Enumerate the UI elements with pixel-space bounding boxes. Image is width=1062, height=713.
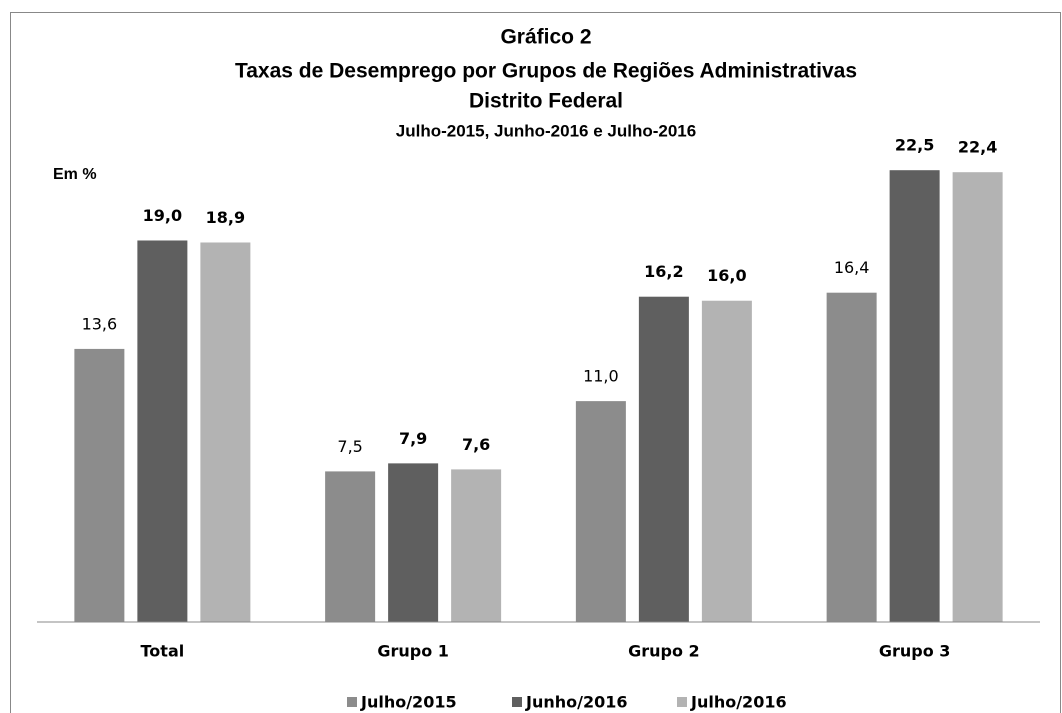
bar (575, 401, 626, 622)
value-label: 16,0 (707, 266, 746, 285)
value-label: 11,0 (583, 367, 619, 386)
value-label: 7,5 (337, 437, 362, 456)
value-label: 22,4 (958, 138, 997, 157)
x-tick-label: Grupo 3 (879, 642, 951, 661)
chart-subtitle: Julho-2015, Junho-2016 e Julho-2016 (396, 121, 696, 140)
bar (638, 296, 689, 622)
legend-swatch (512, 697, 522, 707)
bar (451, 469, 502, 622)
legend-swatch (677, 697, 687, 707)
legend-swatch (347, 697, 357, 707)
legend-label: Julho/2015 (360, 693, 457, 712)
x-tick-label: Total (141, 642, 185, 661)
bar (826, 292, 877, 622)
bar (952, 172, 1003, 622)
value-label: 16,4 (834, 258, 870, 277)
value-label: 7,6 (462, 435, 490, 454)
value-label: 7,9 (399, 429, 427, 448)
bar (137, 240, 188, 623)
x-tick-label: Grupo 1 (377, 642, 449, 661)
value-label: 18,9 (206, 208, 245, 227)
legend-label: Junho/2016 (525, 693, 628, 712)
value-label: 19,0 (143, 206, 182, 225)
bar (701, 300, 752, 622)
bar (325, 471, 376, 622)
y-axis-label: Em % (53, 166, 97, 183)
chart-title: Gráfico 2 (500, 26, 591, 49)
x-tick-label: Grupo 2 (628, 642, 700, 661)
chart-title-line: Distrito Federal (469, 90, 623, 113)
chart-title-line: Taxas de Desemprego por Grupos de Regiõe… (235, 60, 857, 83)
bar (200, 242, 251, 622)
value-label: 13,6 (82, 314, 118, 333)
bar (889, 170, 940, 622)
bar (74, 348, 125, 622)
legend-label: Julho/2016 (690, 693, 787, 712)
value-label: 22,5 (895, 136, 934, 155)
bar (388, 463, 439, 622)
value-label: 16,2 (644, 262, 683, 281)
